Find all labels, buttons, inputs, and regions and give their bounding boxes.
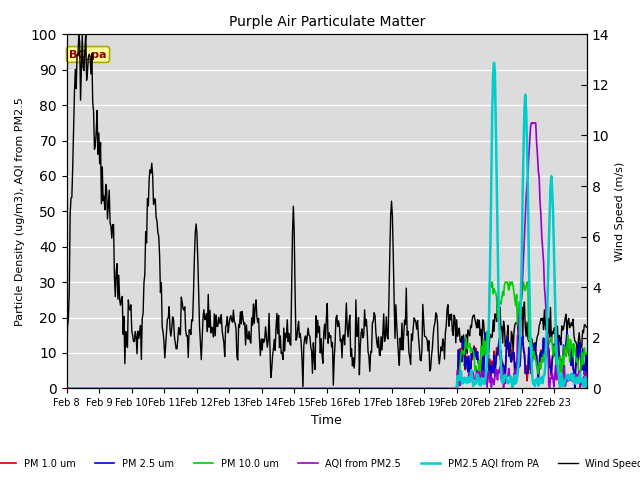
X-axis label: Time: Time: [312, 414, 342, 427]
Y-axis label: Particle Density (ug/m3), AQI from PM2.5: Particle Density (ug/m3), AQI from PM2.5: [15, 97, 25, 326]
Y-axis label: Wind Speed (m/s): Wind Speed (m/s): [615, 162, 625, 261]
Title: Purple Air Particulate Matter: Purple Air Particulate Matter: [228, 15, 425, 29]
Legend: PM 1.0 um, PM 2.5 um, PM 10.0 um, AQI from PM2.5, PM2.5 AQI from PA, Wind Speed: PM 1.0 um, PM 2.5 um, PM 10.0 um, AQI fr…: [0, 455, 640, 473]
Text: BC_pa: BC_pa: [69, 49, 107, 60]
